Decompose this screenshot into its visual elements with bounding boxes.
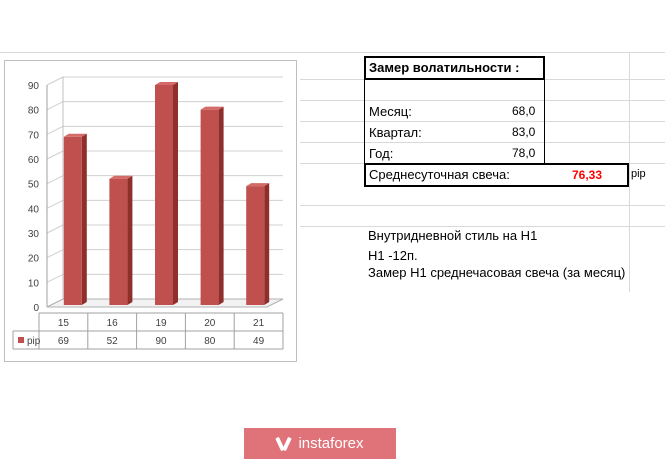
x-tick-label: 21 [253,318,265,329]
data-label: 49 [253,336,265,347]
avg-candle-box [364,163,629,187]
data-label: 52 [107,336,119,347]
bar-top [109,175,133,179]
grid-line [300,121,665,122]
y-tick-label: 10 [28,278,40,289]
grid-line [300,100,665,101]
bar [155,85,173,305]
x-tick-label: 19 [155,318,167,329]
avg-candle-unit: pip [631,168,646,180]
table-divider [544,80,545,164]
x-tick-label: 15 [58,318,70,329]
grid-line [0,52,665,53]
bar-chart: 0 10 20 30 40 50 60 70 80 90 15 16 19 20 21 69 52 90 80 49 p… [4,60,297,362]
y-tick-label: 0 [33,303,39,314]
volatility-title: Замер волатильности : [369,60,520,75]
bar [246,186,265,305]
year-label: Год: [369,146,394,161]
chart-canvas: 0 10 20 30 40 50 60 70 80 90 15 16 19 20 21 69 52 90 80 49 p… [12,76,284,350]
bar [109,178,128,305]
y-tick-label: 50 [28,180,40,191]
bar-top [155,82,178,85]
note-h1: H1 -12п. [368,248,418,263]
table-divider [364,80,365,164]
gridline-diagonal [46,125,64,135]
y-tick-label: 30 [28,229,40,240]
gridline-diagonal [46,150,64,160]
x-tick-label: 20 [204,318,216,329]
bar-side [173,82,178,305]
bar [200,109,219,305]
grid-line [300,226,665,227]
data-label: 90 [155,336,167,347]
legend-label: pip [27,336,41,347]
avg-candle-value: 76,33 [572,168,603,182]
avg-candle-label: Среднесуточная свеча: [369,167,510,182]
bar-side [81,133,87,305]
month-label: Месяц: [369,104,412,119]
logo-text: instaforex [298,435,364,452]
gridline-diagonal [46,273,64,283]
y-tick-label: 80 [28,106,40,117]
instaforex-logo: instaforex [244,428,396,459]
gridline-diagonal [46,199,64,209]
data-label: 69 [58,336,70,347]
gridline-diagonal [46,175,64,185]
gridline-diagonal [46,101,64,111]
gridline-diagonal [46,76,64,86]
bar-top [200,106,224,110]
bar-top [246,183,270,187]
bar-side [218,106,224,305]
bar [63,136,82,305]
instaforex-logo-icon [276,436,292,452]
y-tick-label: 60 [28,155,40,166]
y-tick-label: 70 [28,130,40,141]
gridline-diagonal [46,249,64,259]
bar-top [63,133,87,137]
y-tick-label: 20 [28,254,40,265]
y-tick-label: 40 [28,204,40,215]
quarter-value: 83,0 [512,125,536,139]
bar-side [127,175,133,305]
quarter-label: Квартал: [369,125,422,140]
year-value: 78,0 [512,146,536,160]
volatility-title-box [364,56,545,80]
grid-line [300,205,665,206]
gridline-diagonal [46,224,64,234]
grid-line [300,142,665,143]
bar-side [264,183,270,305]
x-tick-label: 16 [107,318,119,329]
y-tick-label: 90 [28,81,40,92]
note-h1-measure: Замер H1 среднечасовая свеча (за месяц) [368,265,626,280]
data-label: 80 [204,336,216,347]
legend-swatch [18,337,24,343]
grid-line [629,52,630,292]
month-value: 68,0 [512,104,536,118]
note-intraday-style: Внутридневной стиль на H1 [368,228,538,243]
